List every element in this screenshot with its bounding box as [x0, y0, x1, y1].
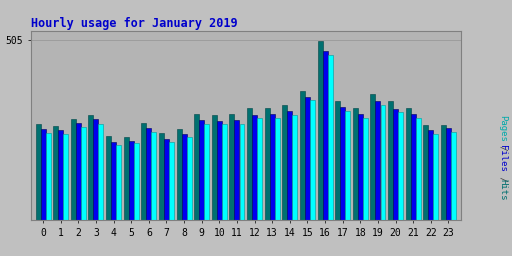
- Bar: [134, 143, 139, 220]
- Bar: [275, 118, 280, 220]
- Bar: [222, 124, 227, 220]
- Bar: [423, 125, 428, 220]
- Bar: [446, 128, 451, 220]
- Bar: [323, 51, 328, 220]
- Bar: [177, 129, 182, 220]
- Bar: [98, 124, 103, 220]
- Bar: [187, 137, 191, 220]
- Bar: [375, 101, 380, 220]
- Bar: [411, 114, 416, 220]
- Bar: [380, 105, 386, 220]
- Bar: [282, 105, 287, 220]
- Bar: [363, 118, 368, 220]
- Bar: [292, 115, 297, 220]
- Bar: [89, 115, 93, 220]
- Bar: [164, 139, 169, 220]
- Bar: [53, 126, 58, 220]
- Text: /: /: [498, 141, 507, 156]
- Bar: [433, 134, 438, 220]
- Bar: [229, 114, 234, 220]
- Bar: [169, 142, 174, 220]
- Bar: [287, 111, 292, 220]
- Bar: [257, 118, 262, 220]
- Bar: [265, 108, 270, 220]
- Bar: [340, 107, 345, 220]
- Bar: [40, 129, 46, 220]
- Bar: [111, 142, 116, 220]
- Bar: [81, 126, 86, 220]
- Bar: [116, 145, 121, 220]
- Bar: [300, 91, 305, 220]
- Bar: [328, 55, 333, 220]
- Bar: [146, 128, 151, 220]
- Bar: [124, 137, 129, 220]
- Text: Hits: Hits: [498, 179, 507, 200]
- Bar: [94, 119, 98, 220]
- Bar: [247, 108, 252, 220]
- Bar: [429, 130, 433, 220]
- Bar: [398, 112, 403, 220]
- Bar: [345, 111, 350, 220]
- Bar: [317, 41, 323, 220]
- Bar: [199, 120, 204, 220]
- Bar: [152, 132, 156, 220]
- Bar: [71, 119, 76, 220]
- Bar: [217, 121, 222, 220]
- Bar: [353, 108, 358, 220]
- Bar: [310, 100, 315, 220]
- Bar: [252, 115, 257, 220]
- Bar: [141, 123, 146, 220]
- Bar: [159, 133, 164, 220]
- Text: Files: Files: [498, 145, 507, 172]
- Bar: [393, 109, 398, 220]
- Bar: [63, 134, 68, 220]
- Bar: [451, 132, 456, 220]
- Bar: [441, 125, 446, 220]
- Text: /: /: [498, 171, 507, 187]
- Bar: [335, 101, 340, 220]
- Bar: [204, 124, 209, 220]
- Bar: [76, 123, 81, 220]
- Bar: [212, 115, 217, 220]
- Bar: [406, 108, 411, 220]
- Bar: [270, 114, 274, 220]
- Bar: [46, 133, 51, 220]
- Bar: [240, 124, 244, 220]
- Bar: [371, 94, 375, 220]
- Bar: [182, 134, 186, 220]
- Bar: [58, 130, 63, 220]
- Bar: [106, 136, 111, 220]
- Bar: [129, 141, 134, 220]
- Bar: [194, 114, 199, 220]
- Bar: [35, 124, 40, 220]
- Bar: [388, 101, 393, 220]
- Bar: [305, 97, 310, 220]
- Text: Pages: Pages: [498, 115, 507, 141]
- Text: Hourly usage for January 2019: Hourly usage for January 2019: [31, 17, 238, 29]
- Bar: [416, 118, 421, 220]
- Bar: [234, 120, 240, 220]
- Bar: [358, 114, 363, 220]
